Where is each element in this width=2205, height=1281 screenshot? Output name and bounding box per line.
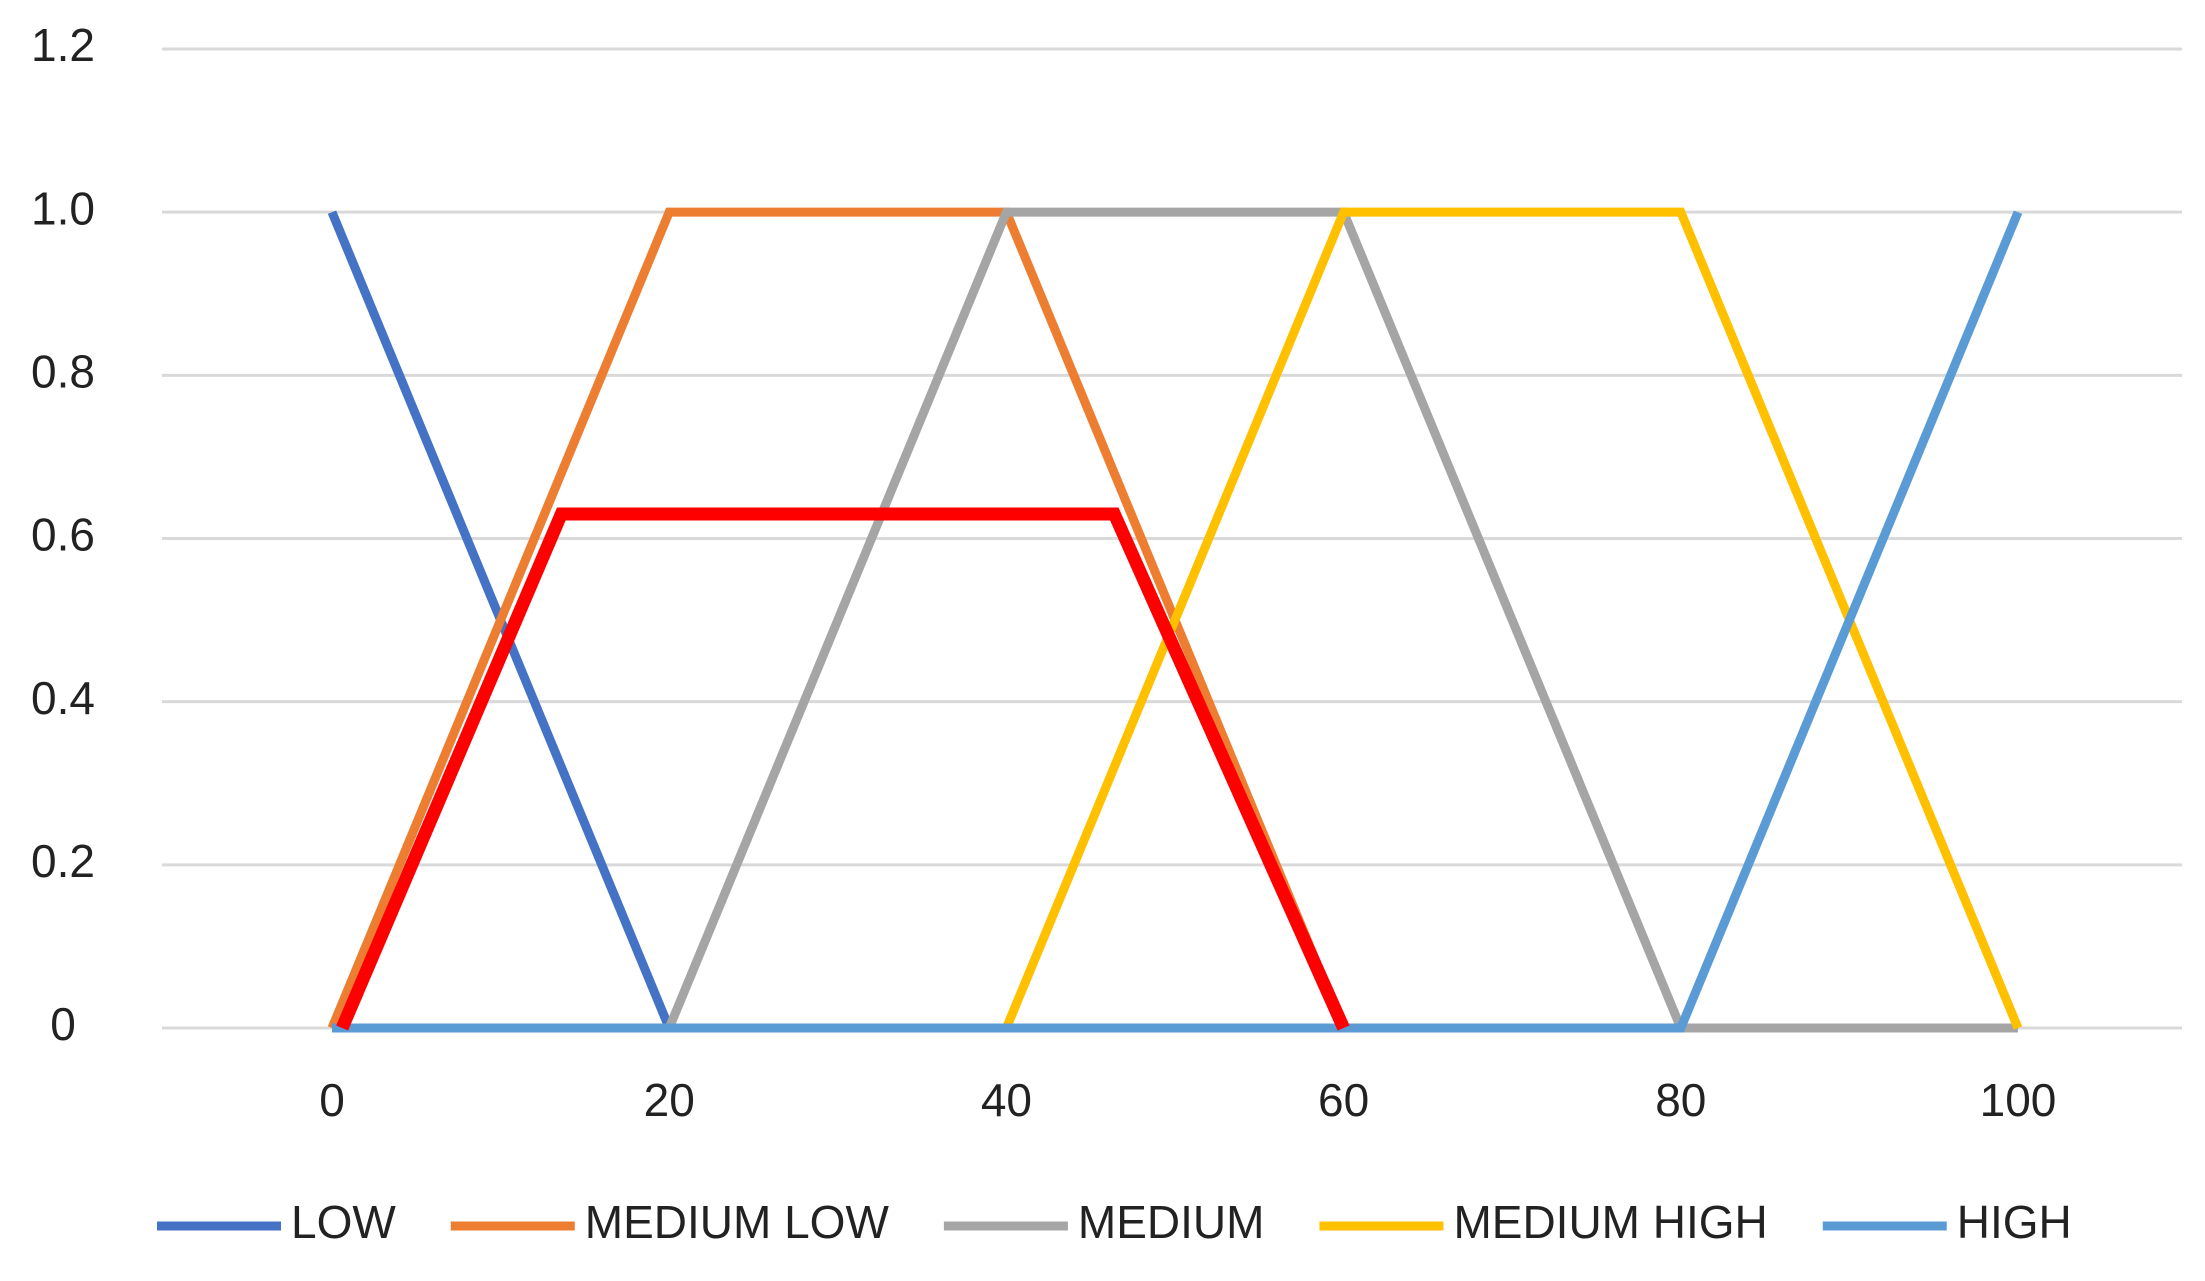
- y-tick-label: 0.4: [31, 672, 95, 724]
- y-tick-label: 1.0: [31, 182, 95, 234]
- x-tick-label: 80: [1655, 1074, 1706, 1126]
- legend-label: LOW: [291, 1196, 396, 1248]
- y-tick-label: 0.6: [31, 509, 95, 561]
- legend-label: HIGH: [1957, 1196, 2072, 1248]
- series-line: [332, 207, 2023, 1033]
- x-tick-label: 20: [644, 1074, 695, 1126]
- x-tick-label: 40: [981, 1074, 1032, 1126]
- x-tick-label: 100: [1980, 1074, 2057, 1126]
- x-tick-label: 0: [319, 1074, 345, 1126]
- x-tick-label: 60: [1318, 1074, 1369, 1126]
- series-line: [336, 507, 1350, 1031]
- y-tick-label: 0: [50, 998, 76, 1050]
- legend-label: MEDIUM HIGH: [1453, 1196, 1767, 1248]
- y-tick-label: 1.2: [31, 19, 95, 71]
- series-line: [332, 210, 2023, 1033]
- legend-label: MEDIUM: [1078, 1196, 1265, 1248]
- y-tick-label: 0.2: [31, 835, 95, 887]
- y-tick-label: 0.8: [31, 345, 95, 397]
- legend-label: MEDIUM LOW: [585, 1196, 890, 1248]
